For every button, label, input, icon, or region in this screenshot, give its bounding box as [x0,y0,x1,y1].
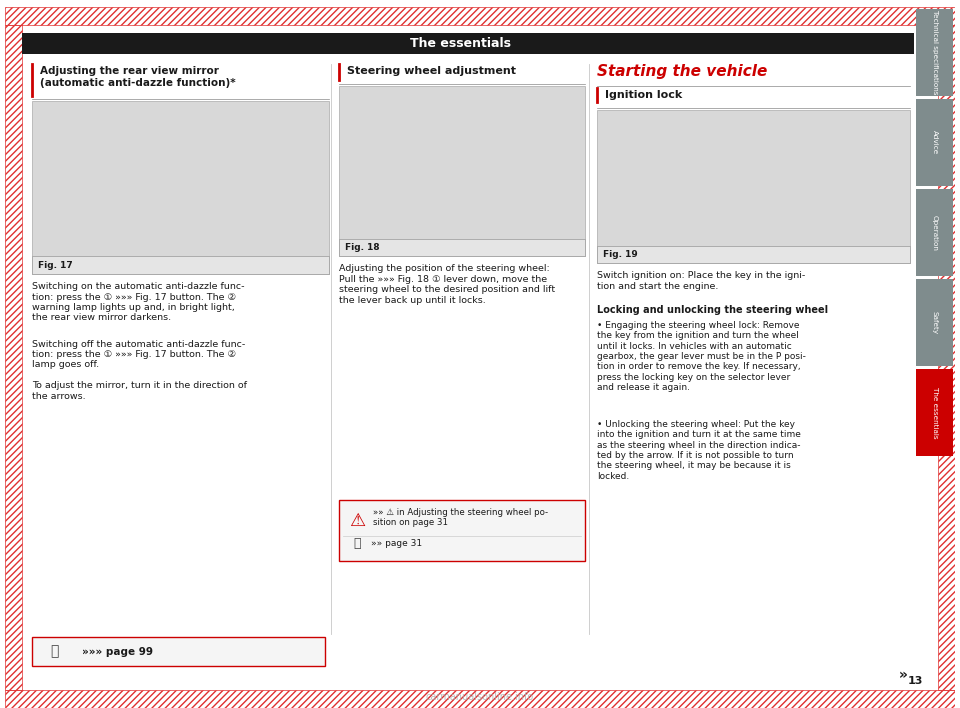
Text: Switching on the automatic anti-dazzle func-
tion: press the ① »»» Fig. 17 butto: Switching on the automatic anti-dazzle f… [33,282,245,322]
Bar [916,279,953,366]
Text: ⚠: ⚠ [349,512,365,530]
Text: Safety: Safety [931,312,938,334]
Text: Advice: Advice [931,130,938,154]
Bar [916,189,953,276]
Bar [5,7,955,25]
Bar [33,256,329,274]
Text: Ignition lock: Ignition lock [605,90,682,100]
Text: Switch ignition on: Place the key in the igni-
tion and start the engine.: Switch ignition on: Place the key in the… [597,271,805,291]
Text: Fig. 17: Fig. 17 [38,261,73,270]
Bar [22,33,914,55]
Text: Locking and unlocking the steering wheel: Locking and unlocking the steering wheel [597,305,828,315]
Bar [938,25,955,690]
Bar [597,110,910,263]
Bar [916,370,953,457]
Text: Technical specifications: Technical specifications [931,10,938,95]
Bar [597,246,910,263]
Text: • Engaging the steering wheel lock: Remove
the key from the ignition and turn th: • Engaging the steering wheel lock: Remo… [597,321,805,392]
Text: Adjusting the position of the steering wheel:
Pull the »»» Fig. 18 ① lever down,: Adjusting the position of the steering w… [340,264,556,304]
Text: 📖: 📖 [353,537,361,550]
Text: »» ⚠ in Adjusting the steering wheel po-
sition on page 31: »» ⚠ in Adjusting the steering wheel po-… [373,508,548,527]
Bar [916,8,953,96]
Text: The essentials: The essentials [931,387,938,439]
Text: • Unlocking the steering wheel: Put the key
into the ignition and turn it at the: • Unlocking the steering wheel: Put the … [597,420,801,481]
Text: Fig. 19: Fig. 19 [603,250,637,259]
Bar [5,25,22,690]
Bar [5,25,22,690]
Text: Fig. 18: Fig. 18 [346,243,380,252]
Text: Switching off the automatic anti-dazzle func-
tion: press the ① »»» Fig. 17 butt: Switching off the automatic anti-dazzle … [33,340,246,370]
Bar [5,7,955,25]
Text: »: » [899,668,908,683]
Text: 📖: 📖 [50,644,59,658]
Bar [33,636,324,666]
Text: The essentials: The essentials [410,37,511,50]
Text: »» page 31: »» page 31 [372,539,422,548]
Bar [916,99,953,186]
Text: 13: 13 [908,676,924,686]
Bar [33,101,329,274]
Text: Operation: Operation [931,215,938,251]
Text: Starting the vehicle: Starting the vehicle [597,64,767,79]
Text: »»» page 99: »»» page 99 [82,646,153,656]
Text: carmanualsonline.info: carmanualsonline.info [426,692,534,702]
Bar [340,86,585,256]
Text: Adjusting the rear view mirror
(automatic anti-dazzle function)*: Adjusting the rear view mirror (automati… [40,67,236,88]
Bar [5,690,955,708]
Bar [340,500,585,561]
Bar [938,25,955,690]
Bar [5,690,955,708]
Text: To adjust the mirror, turn it in the direction of
the arrows.: To adjust the mirror, turn it in the dir… [33,381,248,401]
Bar [340,239,585,256]
Text: Steering wheel adjustment: Steering wheel adjustment [348,67,516,76]
